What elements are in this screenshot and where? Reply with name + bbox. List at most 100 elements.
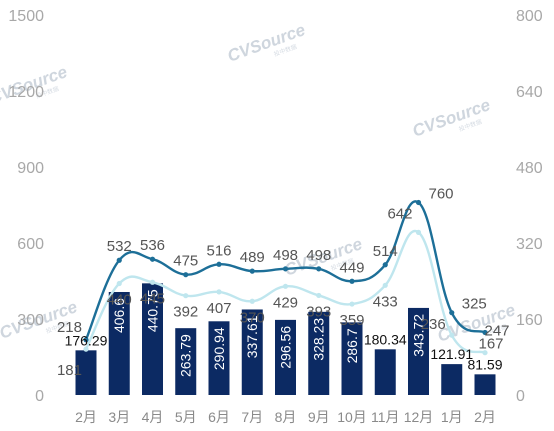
bar-value-label: 263.79 <box>178 334 194 377</box>
line-point <box>382 262 388 268</box>
line-value-label: 247 <box>484 322 509 339</box>
bar-value-label: 290.94 <box>211 327 227 370</box>
line-value-label: 236 <box>421 316 446 333</box>
line-value-label: 440 <box>107 292 132 309</box>
left-axis-tick: 600 <box>17 236 44 253</box>
bar <box>341 322 363 395</box>
category-label: 8月 <box>275 409 297 425</box>
line-value-label: 181 <box>57 362 82 379</box>
bar <box>308 311 330 395</box>
line-value-label: 760 <box>429 185 454 202</box>
line-point <box>116 257 122 263</box>
line-value-label: 407 <box>206 300 231 317</box>
line-value-label: 536 <box>140 237 165 254</box>
bar <box>474 374 496 395</box>
left-axis-tick: 1200 <box>8 84 44 101</box>
line-value-label: 514 <box>373 243 398 260</box>
bar-value-label: 176.29 <box>65 332 108 348</box>
left-axis: 0 300 600 900 1200 1500 <box>8 8 44 405</box>
line-series <box>83 199 488 356</box>
line-point <box>249 268 255 274</box>
bar <box>441 364 463 395</box>
bar-value-label: 337.61 <box>244 315 260 358</box>
right-axis-tick: 160 <box>516 312 543 329</box>
bar-value-label: 406.6 <box>111 298 127 333</box>
line-value-label: 489 <box>240 249 265 266</box>
bar-value-label: 81.59 <box>467 356 502 372</box>
category-label: 9月 <box>308 409 330 425</box>
bar <box>408 307 429 395</box>
line-point <box>249 298 255 304</box>
right-axis-tick: 320 <box>516 236 543 253</box>
watermark-brand: CVSource <box>225 20 308 66</box>
line-point <box>316 292 322 299</box>
bar <box>175 328 197 395</box>
category-label: 12月 <box>404 409 434 425</box>
line-point <box>482 350 488 356</box>
watermark-brand: CVSource <box>410 95 493 141</box>
line-value-label: 359 <box>339 312 364 329</box>
line-point <box>415 229 422 235</box>
category-label: 3月 <box>108 409 130 425</box>
line-point <box>149 256 156 262</box>
line-point <box>83 346 89 352</box>
left-axis-tick: 900 <box>17 160 44 177</box>
bar <box>108 291 130 395</box>
line-value-label: 498 <box>306 247 331 264</box>
right-axis-tick: 0 <box>516 388 525 405</box>
right-axis-tick: 480 <box>516 160 543 177</box>
line-point <box>183 272 189 278</box>
line-value-label: 325 <box>462 296 487 313</box>
bar-value-label: 121.91 <box>430 346 473 362</box>
right-axis-tick: 640 <box>516 84 543 101</box>
category-label: 2月 <box>474 409 496 425</box>
bar-value-label: 180.34 <box>364 331 407 347</box>
line-point <box>316 266 322 272</box>
line-value-label: 433 <box>373 293 398 310</box>
bar-value-label: 343.72 <box>411 314 427 357</box>
line-point <box>382 282 388 288</box>
line-point <box>349 301 355 307</box>
line-value-label: 475 <box>173 253 198 270</box>
bar-value-label: 328.23 <box>311 318 327 361</box>
left-axis-tick: 0 <box>35 388 44 405</box>
line-value-label: 445 <box>140 290 165 307</box>
line-value-label: 429 <box>273 294 298 311</box>
line-point <box>282 266 289 272</box>
right-axis: 0 160 320 480 640 800 <box>516 8 543 405</box>
line-value-label: 516 <box>206 242 231 259</box>
line-point <box>482 329 488 336</box>
bar <box>241 309 263 395</box>
line-point <box>83 337 89 343</box>
left-axis-tick: 300 <box>17 312 44 329</box>
bar-value-label: 296.56 <box>278 326 294 369</box>
bar <box>374 349 396 395</box>
line-value-label: 392 <box>173 304 198 321</box>
bar <box>275 319 296 395</box>
line-point <box>349 278 355 284</box>
bar <box>208 321 230 395</box>
line-point <box>449 310 455 316</box>
line-point <box>216 261 222 267</box>
line-point <box>183 293 189 299</box>
line-value-label: 167 <box>478 336 503 353</box>
bar <box>75 350 97 395</box>
category-axis: 2月 3月 4月 5月 6月 7月 8月 9月 10月 11月 12月 1月 2月 <box>75 409 496 425</box>
line-value-label: 642 <box>387 205 412 222</box>
line-point <box>282 283 289 289</box>
line-value-label: 532 <box>107 238 132 255</box>
category-label: 1月 <box>441 409 463 425</box>
line-point <box>415 199 422 206</box>
line-point <box>116 280 122 287</box>
line-point <box>216 289 222 295</box>
category-label: 7月 <box>241 409 263 425</box>
bar-series <box>75 283 496 395</box>
bar-value-label: 286.7 <box>344 328 360 363</box>
category-label: 4月 <box>142 409 164 425</box>
category-label: 6月 <box>208 409 230 425</box>
line-value-label: 449 <box>339 259 364 276</box>
line-value-label: 218 <box>57 319 82 336</box>
line-point <box>449 332 455 338</box>
